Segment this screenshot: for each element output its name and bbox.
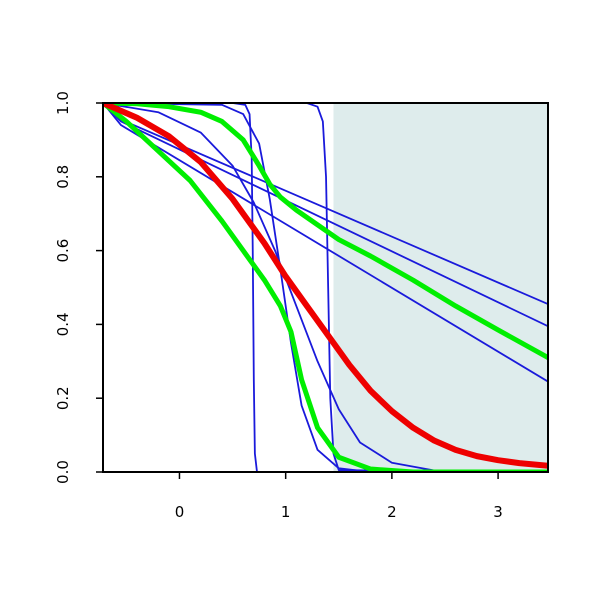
x-tick-label: 0 xyxy=(175,503,185,521)
x-tick-label: 3 xyxy=(493,503,503,521)
series-line-green-8 xyxy=(103,103,548,472)
shaded-region xyxy=(333,103,548,472)
y-tick-label: 1.0 xyxy=(54,91,72,115)
y-tick-label: 0.6 xyxy=(54,239,72,263)
series-line-green-7 xyxy=(103,103,548,361)
series-line-red-9 xyxy=(103,103,548,469)
x-tick-label: 1 xyxy=(281,503,291,521)
series-line-blue-2 xyxy=(103,103,548,472)
x-tick-label: 2 xyxy=(387,503,397,521)
y-tick-label: 0.2 xyxy=(54,386,72,410)
y-tick-label: 0.4 xyxy=(54,312,72,336)
series-line-blue-3 xyxy=(103,103,548,472)
y-tick-label: 0.0 xyxy=(54,460,72,484)
plot-frame xyxy=(102,102,549,473)
y-tick-label: 0.8 xyxy=(54,165,72,189)
